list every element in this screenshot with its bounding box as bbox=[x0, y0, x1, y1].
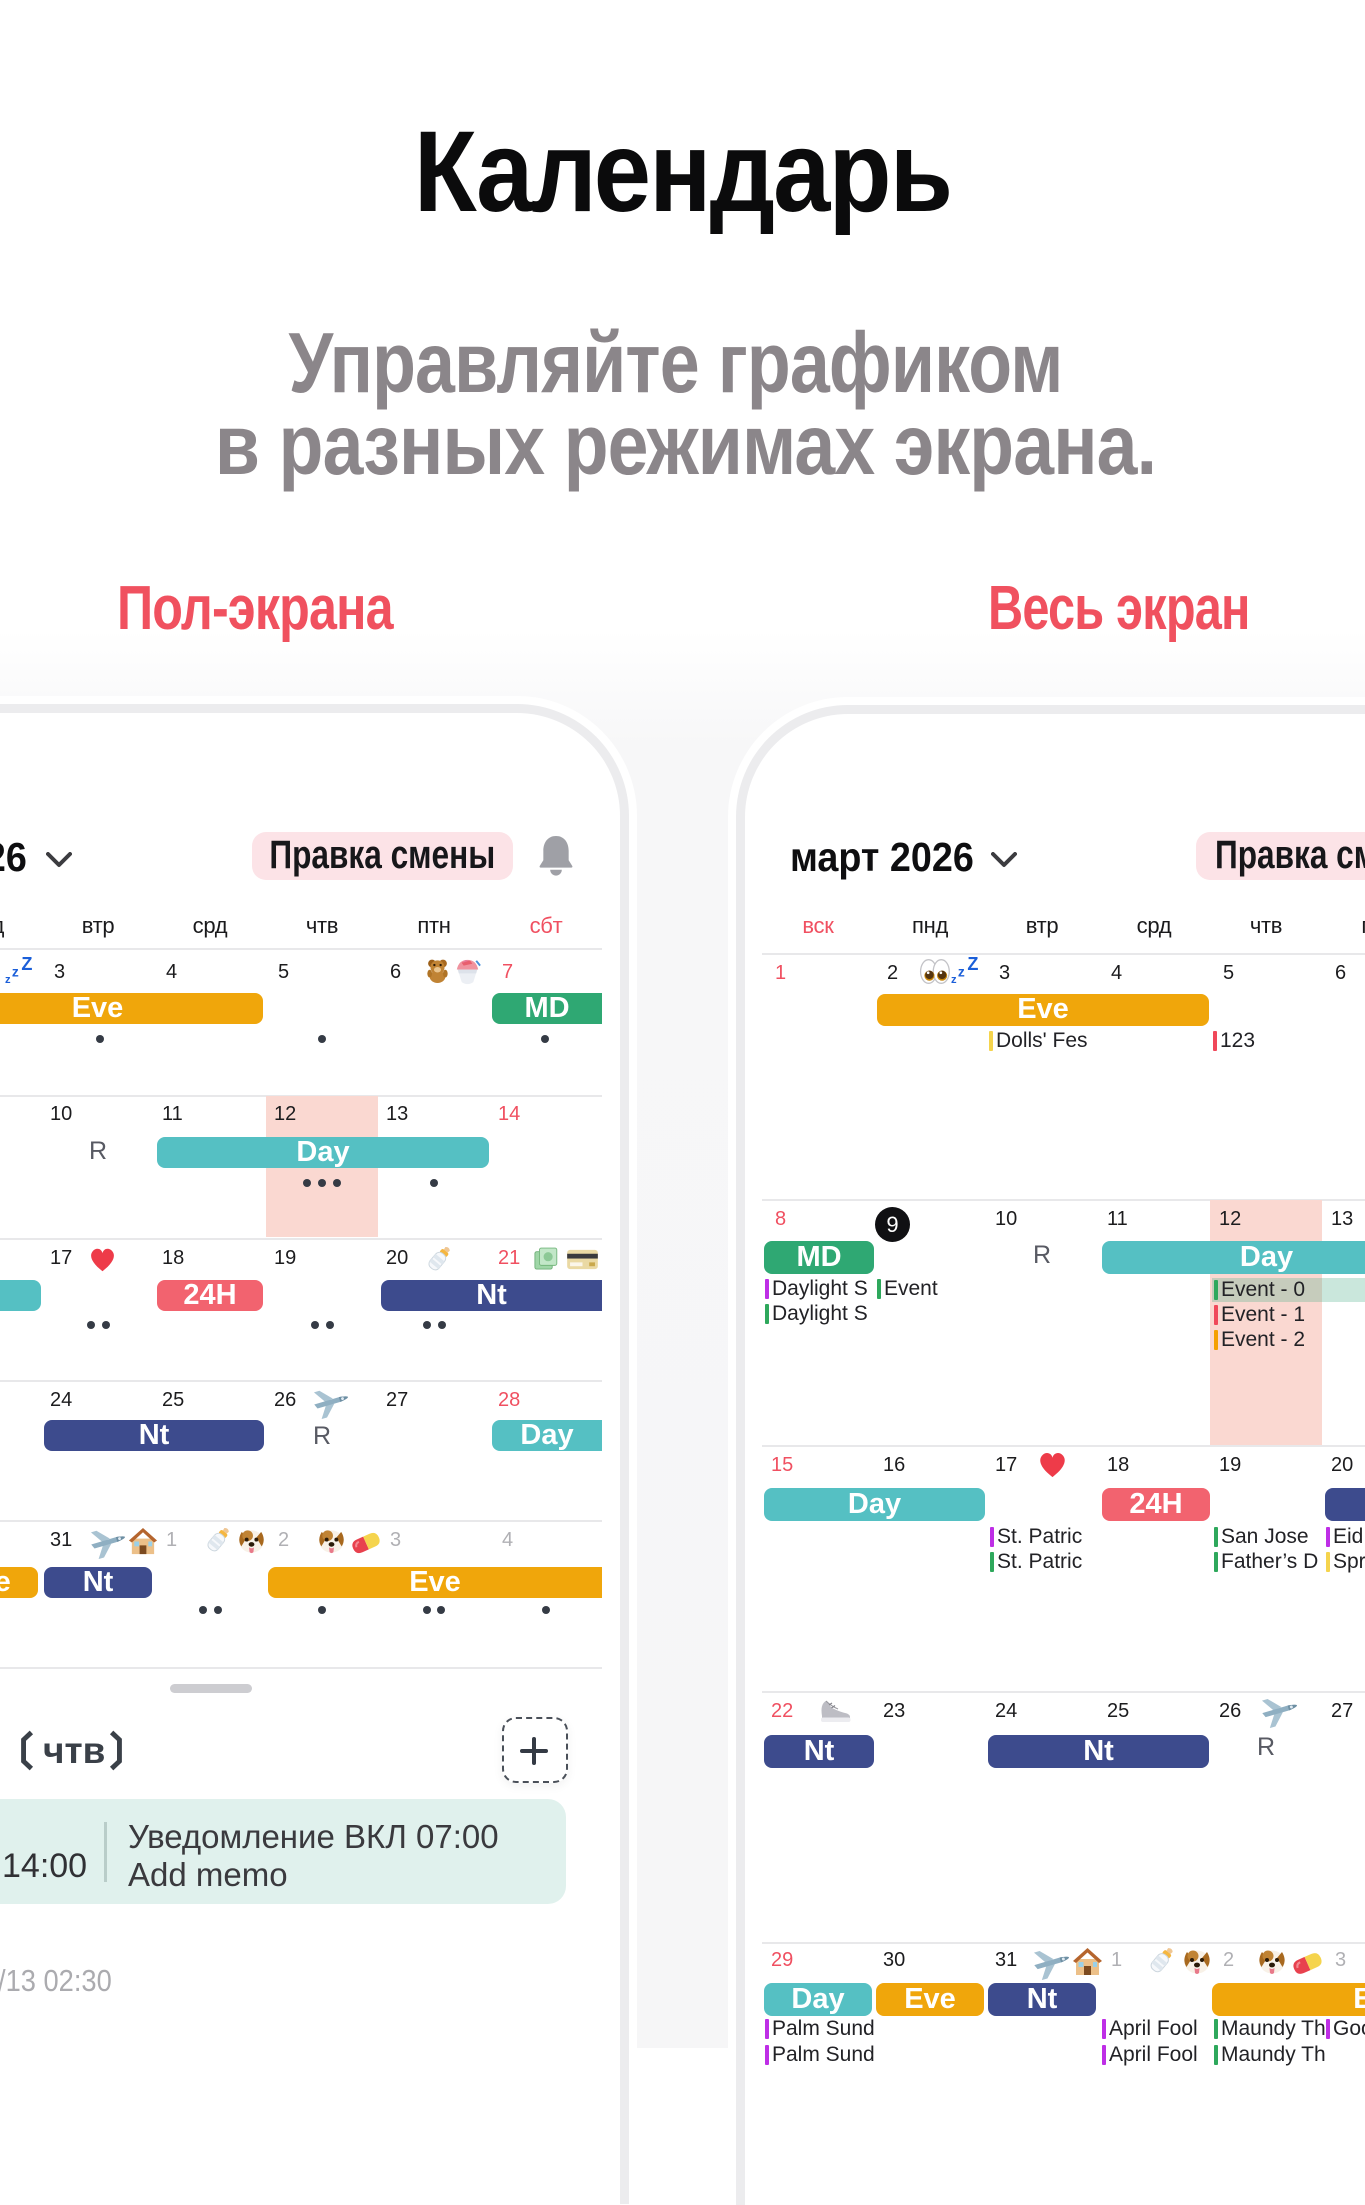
svg-text:z: z bbox=[951, 974, 957, 985]
svg-text:z: z bbox=[958, 965, 965, 980]
svg-text:Z: Z bbox=[967, 954, 978, 974]
svg-text:z: z bbox=[5, 974, 11, 985]
svg-text:z: z bbox=[12, 965, 19, 980]
svg-text:Z: Z bbox=[21, 954, 32, 974]
